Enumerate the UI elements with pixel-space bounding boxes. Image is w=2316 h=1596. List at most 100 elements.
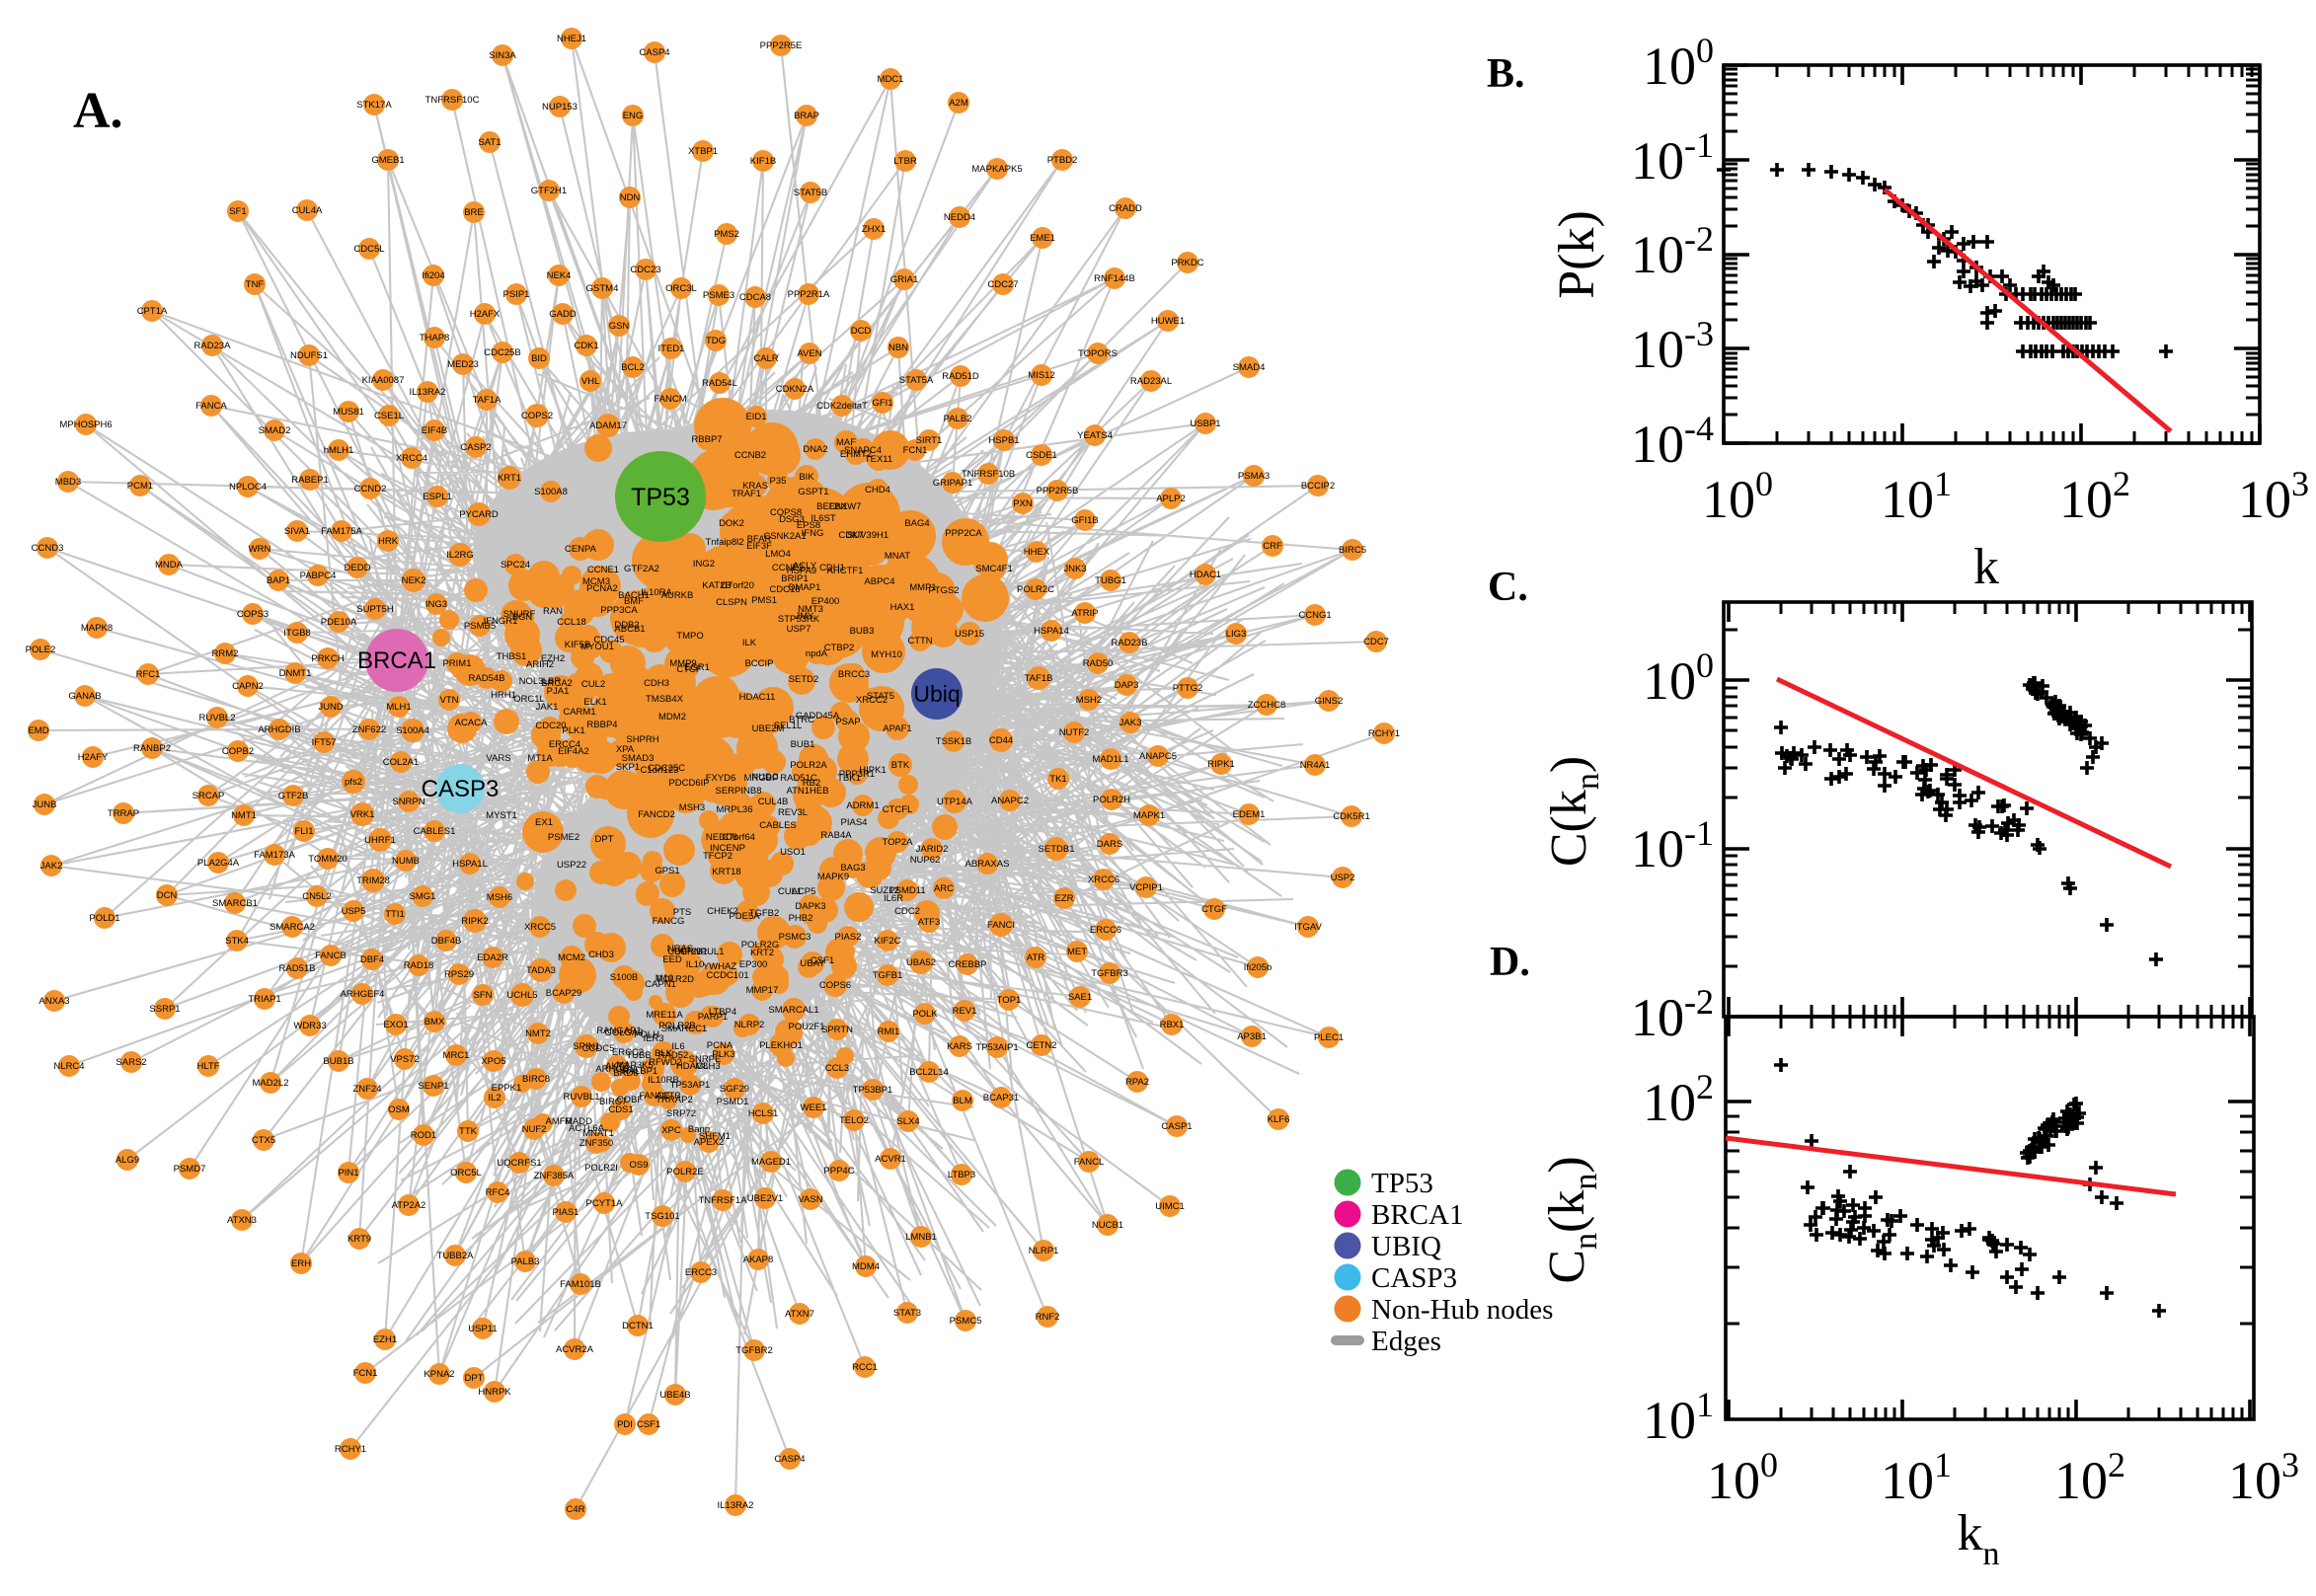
- svg-text:SUPT5H: SUPT5H: [356, 604, 394, 615]
- svg-text:POLR2C: POLR2C: [1017, 584, 1054, 595]
- svg-text:SMARCC1: SMARCC1: [661, 1024, 707, 1034]
- svg-text:PLK3: PLK3: [712, 1049, 734, 1060]
- svg-text:CCND2: CCND2: [354, 484, 387, 494]
- svg-text:ITGAV: ITGAV: [1294, 922, 1322, 933]
- svg-text:FAM173A: FAM173A: [254, 850, 295, 861]
- svg-text:STP53RK: STP53RK: [778, 614, 820, 625]
- svg-text:WDR33: WDR33: [293, 1021, 326, 1031]
- svg-text:PSMD1: PSMD1: [717, 1097, 749, 1107]
- svg-text:CDC20: CDC20: [535, 721, 566, 731]
- svg-text:PRKCH: PRKCH: [311, 653, 344, 664]
- svg-text:S100A8: S100A8: [534, 487, 568, 497]
- svg-text:CDC25C: CDC25C: [648, 763, 685, 774]
- svg-text:CCNB2: CCNB2: [734, 450, 766, 461]
- svg-text:CCNE1: CCNE1: [587, 565, 619, 575]
- svg-text:RB2: RB2: [803, 778, 820, 789]
- svg-text:NDUFS1: NDUFS1: [290, 350, 328, 361]
- svg-text:ATR: ATR: [1027, 952, 1044, 963]
- svg-text:CRF: CRF: [1263, 541, 1282, 552]
- svg-text:CASP1: CASP1: [1161, 1121, 1192, 1132]
- svg-text:10-1: 10-1: [1631, 813, 1714, 878]
- svg-text:SAE1: SAE1: [1068, 992, 1092, 1003]
- svg-text:USP22: USP22: [557, 860, 586, 871]
- svg-text:DAPK3: DAPK3: [795, 901, 825, 912]
- svg-text:CCL3: CCL3: [825, 1063, 849, 1074]
- svg-text:POLH: POLH: [634, 1029, 659, 1040]
- svg-text:STK17A: STK17A: [356, 100, 392, 111]
- svg-text:AP2B1: AP2B1: [678, 947, 708, 957]
- svg-text:MYST1: MYST1: [486, 810, 517, 821]
- svg-text:CDC27: CDC27: [987, 279, 1018, 290]
- svg-text:RFC4: RFC4: [486, 1187, 510, 1198]
- svg-text:SMAD2: SMAD2: [259, 425, 291, 436]
- svg-text:MBD3: MBD3: [55, 477, 81, 488]
- svg-text:VRK1: VRK1: [350, 809, 375, 820]
- svg-text:HAX1: HAX1: [890, 602, 915, 613]
- svg-text:NBN: NBN: [888, 342, 908, 353]
- svg-text:JAK3: JAK3: [1119, 718, 1142, 728]
- svg-text:USP5: USP5: [342, 906, 366, 917]
- svg-text:NLRP2: NLRP2: [734, 1020, 765, 1030]
- svg-text:MUS81: MUS81: [333, 407, 364, 418]
- svg-text:IL2RG: IL2RG: [446, 550, 473, 561]
- svg-text:RAD18: RAD18: [404, 960, 434, 971]
- svg-text:PCNA: PCNA: [707, 1040, 733, 1051]
- svg-text:SNRPE: SNRPE: [689, 1054, 722, 1065]
- svg-text:EZH1: EZH1: [373, 1334, 397, 1345]
- svg-text:PSMD7: PSMD7: [174, 1164, 206, 1175]
- svg-text:MNAT: MNAT: [885, 551, 910, 562]
- svg-text:PLA2G4A: PLA2G4A: [197, 858, 240, 869]
- svg-text:TRRAP: TRRAP: [108, 808, 139, 819]
- svg-text:TRIAP1: TRIAP1: [248, 994, 280, 1005]
- svg-text:ACVR2A: ACVR2A: [556, 1344, 594, 1355]
- svg-text:INCENP: INCENP: [710, 843, 745, 854]
- svg-text:GFI1: GFI1: [872, 398, 892, 409]
- svg-text:OS9: OS9: [629, 1160, 648, 1171]
- svg-text:NOL3: NOL3: [519, 676, 544, 687]
- svg-text:GTF2B: GTF2B: [278, 791, 309, 801]
- svg-text:ARHGDIA: ARHGDIA: [595, 1064, 639, 1075]
- svg-text:TP53AP1: TP53AP1: [670, 1080, 711, 1091]
- svg-text:OSM: OSM: [388, 1104, 410, 1115]
- svg-text:LMNB1: LMNB1: [905, 1232, 937, 1243]
- svg-text:KIF2C: KIF2C: [875, 936, 901, 947]
- svg-text:CSNK2A1: CSNK2A1: [763, 531, 806, 542]
- svg-text:RUVBL2: RUVBL2: [199, 713, 236, 723]
- svg-text:ACLY: ACLY: [793, 561, 817, 571]
- svg-text:RAD23A: RAD23A: [194, 341, 232, 351]
- svg-text:COPB2: COPB2: [222, 746, 254, 757]
- svg-text:EME1: EME1: [1030, 233, 1055, 244]
- svg-text:CTX5: CTX5: [252, 1135, 275, 1146]
- svg-text:MMP17: MMP17: [746, 985, 779, 996]
- svg-text:DPT: DPT: [595, 834, 614, 845]
- svg-text:P35: P35: [770, 476, 787, 487]
- svg-text:NEDD8: NEDD8: [706, 832, 737, 843]
- svg-text:PTGS2: PTGS2: [928, 585, 959, 596]
- svg-text:CCDC5: CCDC5: [582, 1043, 615, 1054]
- svg-text:THBS1: THBS1: [497, 651, 527, 662]
- svg-text:USBP1: USBP1: [1190, 418, 1220, 429]
- svg-text:DDB2: DDB2: [614, 620, 639, 631]
- svg-text:IL6ST: IL6ST: [811, 513, 836, 524]
- svg-text:CCNG1: CCNG1: [1298, 610, 1331, 621]
- svg-text:TTI1: TTI1: [385, 909, 405, 920]
- svg-text:MAGED1: MAGED1: [751, 1157, 791, 1168]
- svg-text:FANCI: FANCI: [987, 920, 1015, 931]
- svg-text:RAB4A: RAB4A: [820, 830, 852, 841]
- svg-text:BMX: BMX: [425, 1017, 445, 1027]
- svg-text:PXN: PXN: [1013, 498, 1033, 509]
- svg-text:KRT9: KRT9: [347, 1234, 371, 1245]
- svg-text:PLK1: PLK1: [562, 725, 584, 736]
- svg-text:BRD8: BRD8: [613, 1068, 638, 1079]
- svg-text:MAPK1: MAPK1: [1133, 810, 1165, 821]
- svg-text:CRADD: CRADD: [1109, 203, 1142, 214]
- svg-text:WRN: WRN: [249, 544, 271, 555]
- svg-text:NMT3: NMT3: [798, 604, 823, 615]
- svg-text:LTBP3: LTBP3: [948, 1170, 975, 1180]
- svg-text:PPP2R5B: PPP2R5B: [1037, 486, 1079, 496]
- svg-text:DAP3: DAP3: [1115, 680, 1139, 691]
- svg-text:KLF6: KLF6: [1268, 1114, 1290, 1125]
- svg-text:APEX2: APEX2: [694, 1137, 725, 1148]
- svg-text:RNF2: RNF2: [1036, 1312, 1060, 1323]
- svg-text:ORC3L: ORC3L: [665, 283, 697, 294]
